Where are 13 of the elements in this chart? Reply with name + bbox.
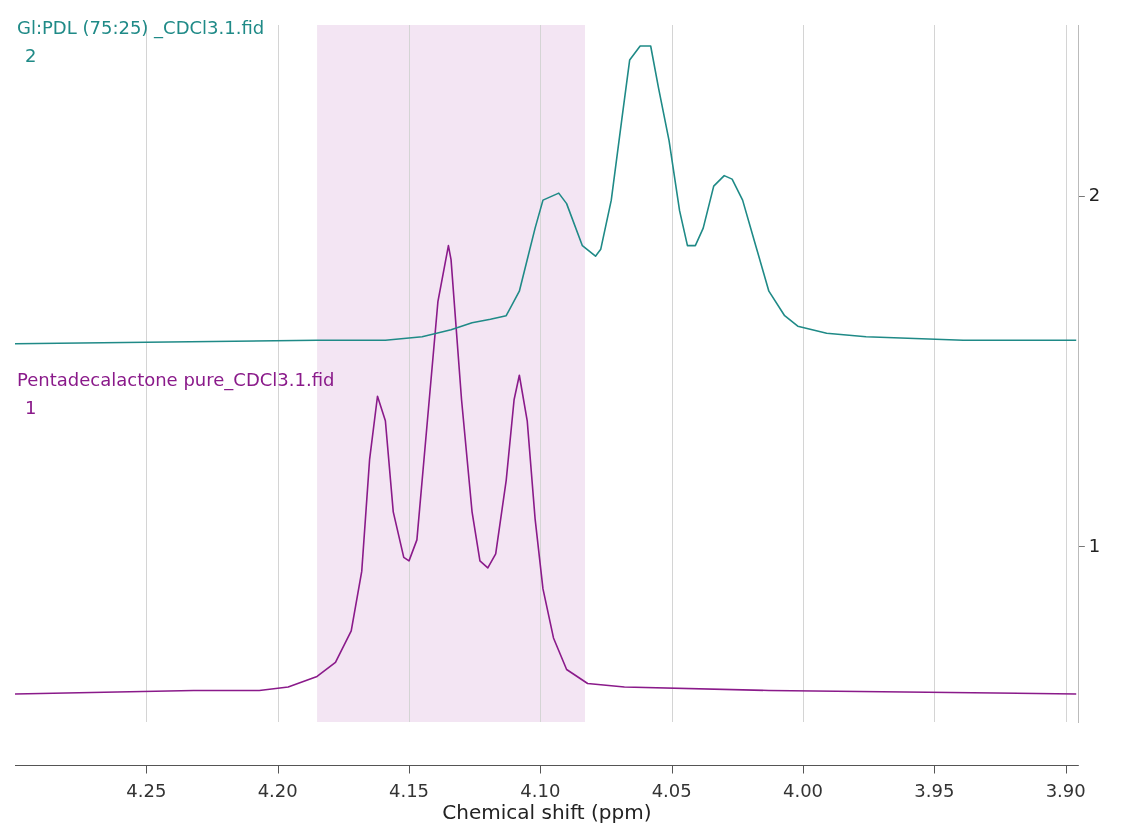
x-tick-label: 4.10 xyxy=(520,780,561,802)
annotation: 1 xyxy=(25,397,37,419)
x-tick-label: 4.15 xyxy=(388,780,430,802)
x-tick-label: 4.05 xyxy=(651,780,692,802)
x-tick-label: 3.95 xyxy=(914,780,955,802)
annotation: 2 xyxy=(25,44,37,66)
x-axis-title: Chemical shift (ppm) xyxy=(442,800,652,825)
text: Gl:PDL (75:25) _CDCl3.1.fid xyxy=(17,16,265,39)
x-tick-label: 3.90 xyxy=(1045,780,1086,802)
x-tick-label: 4.25 xyxy=(126,780,167,802)
x-tick-label: 4.20 xyxy=(257,780,298,802)
x-tick-label: 4.00 xyxy=(782,780,824,802)
text: Pentadecalactone pure_CDCl3.1.fid xyxy=(17,369,335,392)
